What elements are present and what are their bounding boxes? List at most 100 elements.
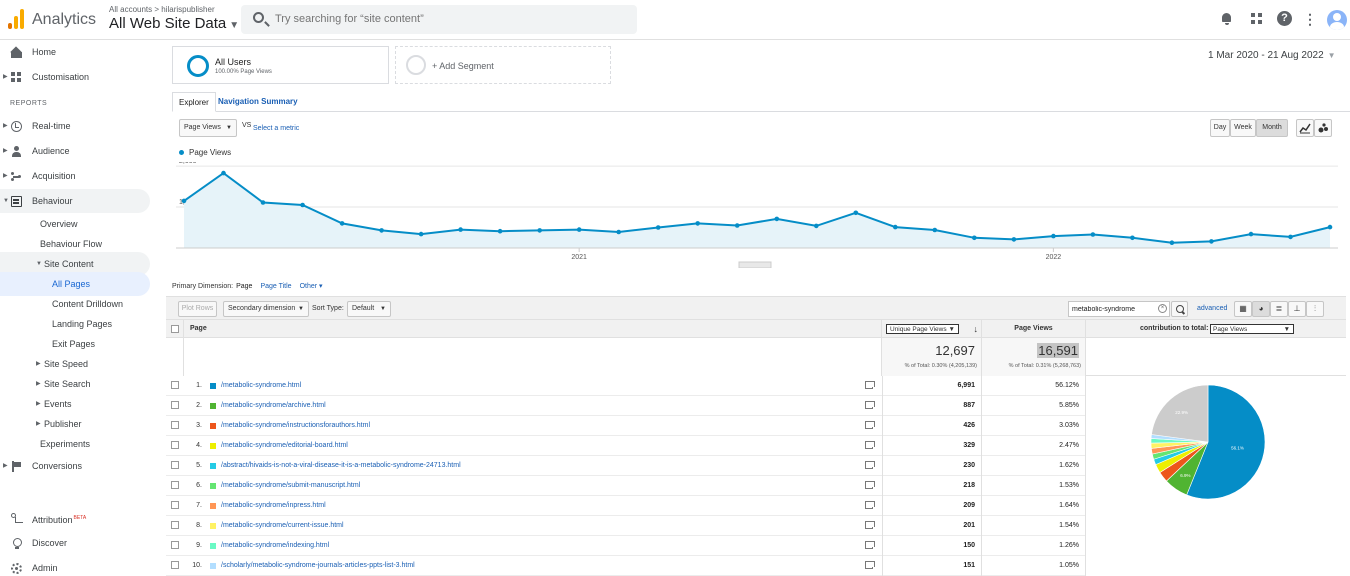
granularity-day-button[interactable]: Day [1210, 119, 1230, 137]
more-icon[interactable]: ⋮ [1303, 11, 1317, 27]
external-link-icon[interactable] [865, 441, 875, 449]
account-breadcrumb[interactable]: All accounts > hilarispublisher [109, 5, 215, 14]
row-checkbox[interactable] [171, 501, 179, 509]
clear-filter-icon[interactable]: × [1158, 304, 1167, 313]
row-checkbox[interactable] [171, 381, 179, 389]
row-checkbox[interactable] [171, 401, 179, 409]
page-link[interactable]: /metabolic-syndrome.html [221, 382, 302, 389]
sort-type-dropdown[interactable]: Default ▼ [347, 301, 391, 317]
segment-all-users[interactable]: All Users 100.00% Page Views [172, 46, 389, 84]
page-link[interactable]: /metabolic-syndrome/instructionsforautho… [221, 422, 371, 429]
external-link-icon[interactable] [865, 401, 875, 409]
sidebar-item-realtime[interactable]: ▶ Real-time [0, 114, 150, 138]
advanced-filter-link[interactable]: advanced [1197, 305, 1228, 312]
page-link[interactable]: /metabolic-syndrome/archive.html [221, 402, 326, 409]
table-view-icon[interactable]: ▦ [1234, 301, 1252, 317]
tab-navigation-summary[interactable]: Navigation Summary [218, 97, 298, 106]
filter-search-button[interactable] [1171, 301, 1188, 317]
external-link-icon[interactable] [865, 461, 875, 469]
sidebar-item-landing-pages[interactable]: Landing Pages [52, 319, 113, 329]
secondary-dimension-dropdown[interactable]: Secondary dimension ▼ [223, 301, 309, 317]
sidebar-item-home[interactable]: Home [0, 40, 150, 64]
report-tabs: Explorer Navigation Summary [172, 91, 1350, 112]
page-link[interactable]: /metabolic-syndrome/current-issue.html [221, 522, 344, 529]
sidebar-item-attribution[interactable]: AttributionBETA [0, 506, 150, 530]
sidebar-item-behaviour[interactable]: ▼ Behaviour [0, 189, 150, 213]
header-unique-page-views[interactable]: Unique Page Views ▼ ↓ [882, 320, 982, 338]
granularity-week-button[interactable]: Week [1230, 119, 1256, 137]
external-link-icon[interactable] [865, 381, 875, 389]
page-link[interactable]: /metabolic-syndrome/inpress.html [221, 502, 326, 509]
external-link-icon[interactable] [865, 521, 875, 529]
sidebar-item-discover[interactable]: Discover [0, 531, 150, 555]
row-checkbox[interactable] [171, 461, 179, 469]
page-link[interactable]: /metabolic-syndrome/indexing.html [221, 542, 330, 549]
apps-icon[interactable] [1249, 11, 1265, 27]
primary-dimension-current[interactable]: Page [236, 283, 253, 290]
sidebar-item-admin[interactable]: Admin [0, 556, 150, 576]
unique-page-views-dropdown[interactable]: Unique Page Views ▼ [886, 324, 959, 334]
sidebar-item-audience[interactable]: ▶ Audience [0, 139, 150, 163]
plot-rows-button[interactable]: Plot Rows [178, 301, 217, 317]
sidebar-item-conversions[interactable]: ▶ Conversions [0, 454, 150, 478]
unique-page-views-cell: 887 [882, 396, 982, 416]
sidebar-item-site-speed[interactable]: ▶ Site Speed [0, 352, 150, 376]
page-link[interactable]: /abstract/hivaids-is-not-a-viral-disease… [221, 462, 461, 469]
external-link-icon[interactable] [865, 561, 875, 569]
external-link-icon[interactable] [865, 501, 875, 509]
bell-icon[interactable] [1219, 11, 1235, 27]
primary-dimension-page-title[interactable]: Page Title [260, 283, 292, 290]
pie-slice[interactable] [1186, 384, 1266, 500]
page-link[interactable]: /metabolic-syndrome/editorial-board.html [221, 442, 348, 449]
header-page-views[interactable]: Page Views [982, 320, 1086, 338]
add-segment-button[interactable]: + Add Segment [395, 46, 611, 84]
data-point [1327, 224, 1333, 230]
help-icon[interactable]: ? [1277, 11, 1293, 27]
avatar[interactable] [1327, 10, 1347, 30]
sidebar: Home ▶ Customisation REPORTS ▶ Real-time ▶… [0, 40, 160, 576]
sidebar-item-publisher[interactable]: ▶ Publisher [0, 412, 150, 436]
search-input[interactable] [275, 9, 615, 29]
sidebar-item-behaviour-flow[interactable]: Behaviour Flow [40, 239, 103, 249]
sidebar-item-events[interactable]: ▶ Events [0, 392, 150, 416]
contribution-metric-dropdown[interactable]: Page Views ▼ [1210, 324, 1294, 334]
comparison-view-icon[interactable]: ⊥ [1288, 301, 1306, 317]
analytics-logo-icon[interactable] [8, 9, 24, 29]
primary-dimension-other[interactable]: Other ▾ [299, 283, 323, 290]
row-checkbox[interactable] [171, 481, 179, 489]
row-checkbox[interactable] [171, 541, 179, 549]
pie-slice[interactable] [1151, 384, 1209, 443]
line-chart-icon[interactable] [1296, 119, 1314, 137]
term-cloud-view-icon[interactable]: ⫶ [1306, 301, 1324, 317]
row-checkbox[interactable] [171, 561, 179, 569]
header-page[interactable]: Page [184, 320, 882, 338]
sidebar-item-overview[interactable]: Overview [40, 219, 78, 229]
pie-view-icon[interactable]: ◕ [1252, 301, 1270, 317]
select-metric-link[interactable]: Select a metric [253, 125, 300, 132]
sidebar-item-site-search[interactable]: ▶ Site Search [0, 372, 150, 396]
external-link-icon[interactable] [865, 481, 875, 489]
tab-explorer[interactable]: Explorer [172, 92, 216, 112]
motion-chart-icon[interactable] [1314, 119, 1332, 137]
external-link-icon[interactable] [865, 421, 875, 429]
search-box[interactable] [241, 5, 637, 34]
external-link-icon[interactable] [865, 541, 875, 549]
date-range-picker[interactable]: 1 Mar 2020 - 21 Aug 2022 ▼ [1208, 50, 1336, 61]
sidebar-item-exit-pages[interactable]: Exit Pages [52, 339, 96, 349]
sidebar-item-content-drilldown[interactable]: Content Drilldown [52, 299, 124, 309]
view-selector[interactable]: All Web Site Data ▼ [109, 15, 239, 32]
sidebar-item-experiments[interactable]: Experiments [40, 439, 91, 449]
row-checkbox[interactable] [171, 421, 179, 429]
sidebar-item-customisation[interactable]: ▶ Customisation [0, 65, 150, 89]
page-link[interactable]: /scholarly/metabolic-syndrome-journals-a… [221, 562, 415, 569]
row-checkbox[interactable] [171, 521, 179, 529]
sidebar-item-all-pages[interactable]: All Pages [0, 272, 150, 296]
sidebar-item-acquisition[interactable]: ▶ Acquisition [0, 164, 150, 188]
table-filter-input[interactable] [1068, 301, 1170, 317]
select-all-checkbox[interactable] [171, 325, 179, 333]
page-link[interactable]: /metabolic-syndrome/submit-manuscript.ht… [221, 482, 361, 489]
metric-dropdown[interactable]: Page Views ▼ [179, 119, 237, 137]
performance-view-icon[interactable]: ≣ [1270, 301, 1288, 317]
granularity-month-button[interactable]: Month [1256, 119, 1288, 137]
row-checkbox[interactable] [171, 441, 179, 449]
